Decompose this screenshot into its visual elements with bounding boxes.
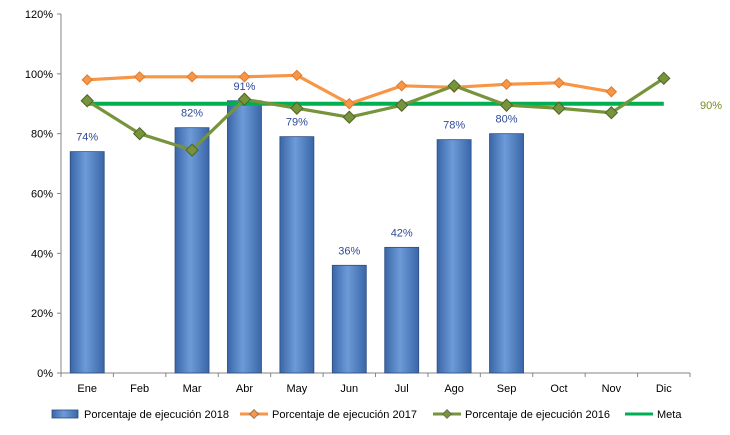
y-tick-label: 120% bbox=[25, 9, 53, 21]
point-2016 bbox=[604, 106, 619, 120]
data-label-2018: 91% bbox=[233, 81, 255, 93]
point-2016 bbox=[395, 98, 409, 112]
point-2017 bbox=[133, 71, 146, 83]
x-tick-label: Feb bbox=[130, 383, 149, 395]
x-tick-label: Nov bbox=[602, 383, 622, 395]
data-label-2018: 42% bbox=[391, 227, 413, 239]
x-tick-label: Mar bbox=[183, 383, 202, 395]
axes: 0% 20% 40% 60% 80% 100% 120% Ene Feb Mar Abr May Jun… bbox=[25, 9, 691, 395]
point-2016 bbox=[552, 101, 566, 115]
x-tick-label: May bbox=[286, 383, 307, 395]
point-2017 bbox=[553, 77, 565, 89]
point-2016 bbox=[290, 101, 304, 115]
legend: Porcentaje de ejecución 2018 Porcentaje d… bbox=[51, 409, 682, 421]
point-2017 bbox=[500, 78, 513, 91]
y-tick-label: 40% bbox=[31, 248, 53, 260]
point-2016 bbox=[657, 71, 671, 86]
bar-2018 bbox=[331, 264, 367, 374]
bar-2018 bbox=[69, 151, 105, 374]
goal-series: 90% bbox=[87, 100, 722, 112]
point-2017 bbox=[81, 74, 93, 86]
bar-2018 bbox=[279, 136, 315, 374]
point-2017 bbox=[291, 69, 303, 82]
legend-label: Meta bbox=[657, 409, 682, 421]
x-tick-label: Jun bbox=[340, 383, 358, 395]
y-tick-label: 20% bbox=[31, 308, 53, 320]
legend-symbol bbox=[51, 409, 79, 419]
legend-label: Porcentaje de ejecución 2016 bbox=[465, 409, 610, 421]
x-tick-label: Abr bbox=[236, 383, 253, 395]
point-2017 bbox=[396, 80, 408, 92]
bar-2018 bbox=[174, 127, 210, 374]
bar-2018 bbox=[436, 139, 472, 374]
x-tick-label: Ene bbox=[77, 383, 97, 395]
legend-marker bbox=[442, 409, 452, 419]
point-2016 bbox=[80, 94, 94, 108]
x-tick-label: Ago bbox=[444, 383, 464, 395]
bar-series-2018 bbox=[69, 100, 524, 374]
point-2016 bbox=[447, 79, 461, 93]
line-series bbox=[80, 69, 671, 157]
x-tick-label: Sep bbox=[497, 383, 517, 395]
x-tick-label: Dic bbox=[656, 383, 672, 395]
bar-2018 bbox=[227, 100, 262, 374]
line-2016 bbox=[86, 76, 665, 152]
x-tick-label: Oct bbox=[550, 383, 567, 395]
data-label-2018: 80% bbox=[496, 114, 518, 126]
data-label-2018: 74% bbox=[76, 132, 98, 144]
point-2016 bbox=[342, 110, 356, 124]
goal-label: 90% bbox=[700, 100, 722, 112]
point-2017 bbox=[238, 71, 251, 83]
bar-2018 bbox=[489, 133, 524, 374]
point-2016 bbox=[132, 126, 147, 141]
point-2016 bbox=[499, 98, 514, 112]
point-2017 bbox=[343, 98, 355, 110]
y-tick-label: 60% bbox=[31, 189, 53, 201]
data-label-2018: 78% bbox=[443, 120, 465, 132]
data-labels: 74% 82% 91% 79% 36% 42% 78% 80% bbox=[76, 81, 518, 258]
point-2017 bbox=[186, 71, 198, 83]
point-2016 bbox=[185, 143, 199, 157]
data-label-2018: 79% bbox=[286, 117, 308, 129]
y-tick-label: 0% bbox=[37, 368, 53, 380]
bar-2018 bbox=[384, 246, 420, 374]
legend-label: Porcentaje de ejecución 2018 bbox=[84, 409, 229, 421]
y-tick-label: 100% bbox=[25, 69, 53, 81]
x-tick-label: Jul bbox=[395, 383, 409, 395]
point-2016 bbox=[237, 92, 252, 106]
point-2017 bbox=[605, 86, 618, 98]
legend-label: Porcentaje de ejecución 2017 bbox=[272, 409, 417, 421]
data-label-2018: 82% bbox=[181, 108, 203, 120]
y-tick-label: 80% bbox=[31, 129, 53, 141]
legend-marker bbox=[249, 409, 259, 419]
data-label-2018: 36% bbox=[338, 245, 360, 257]
